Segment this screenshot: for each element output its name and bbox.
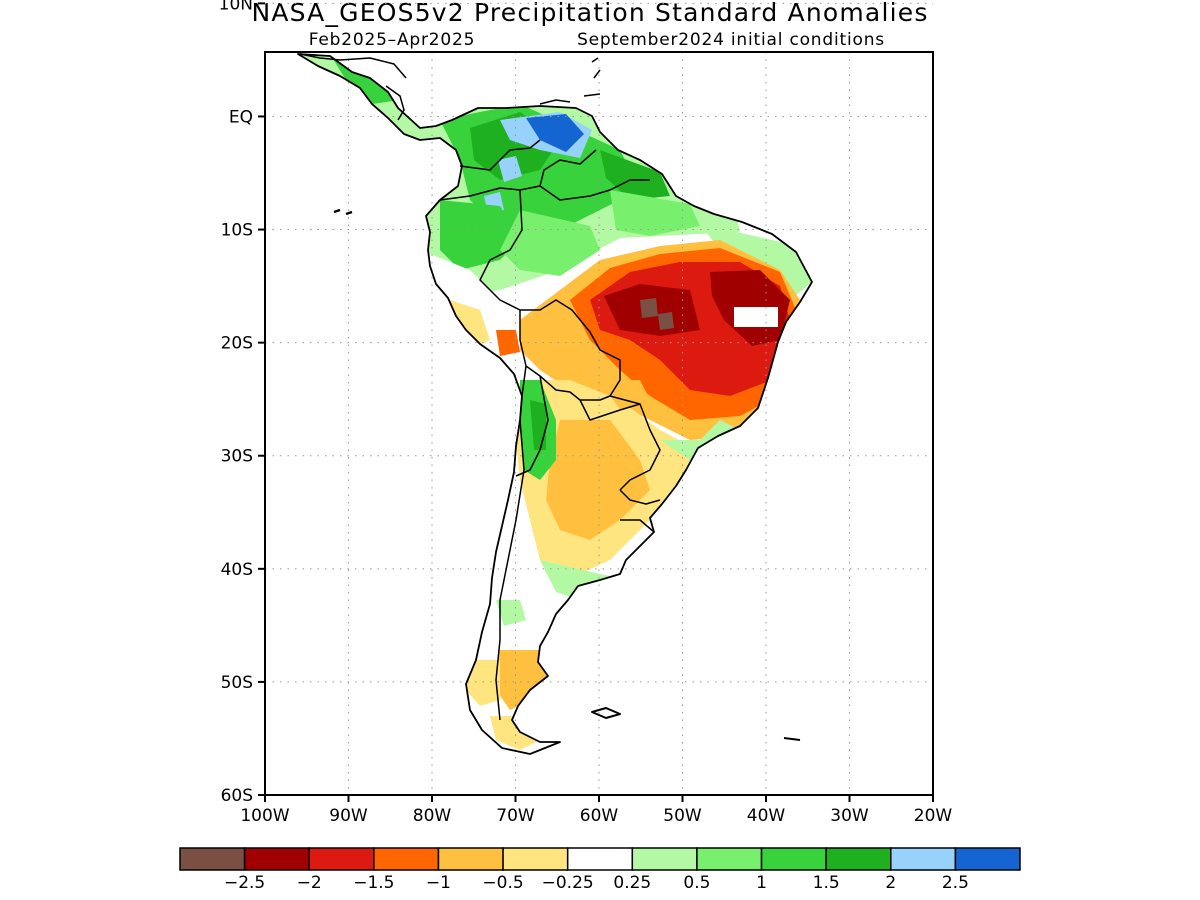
- colorbar-legend: −2.5 −2 −1.5 −1 −0.5 −0.25 0.25 0.5 1 1.5 2 2.5: [179, 847, 1021, 893]
- caribbean-islands: [539, 57, 601, 105]
- x-tick-label: 80W: [413, 806, 452, 826]
- initial-conditions: September2024 initial conditions: [577, 30, 885, 50]
- x-tick-label: 30W: [830, 806, 869, 826]
- anomaly-shading: [298, 54, 812, 750]
- central-america-outline: [299, 53, 407, 121]
- colorbar-swatch: [696, 847, 763, 871]
- country-borders: [439, 139, 661, 721]
- colorbar-label: −0.5: [482, 873, 523, 893]
- forecast-period: Feb2025–Apr2025: [309, 30, 476, 50]
- colorbar-label: 1: [756, 873, 767, 893]
- y-tick-label: 60S: [221, 786, 253, 806]
- south-america-coastline: [297, 53, 813, 755]
- colorbar-label: 0.25: [613, 873, 651, 893]
- y-tick-label: EQ: [229, 107, 253, 127]
- x-tick-label: 70W: [496, 806, 535, 826]
- y-tick-label: 30S: [221, 447, 253, 467]
- colorbar-swatch: [825, 847, 892, 871]
- y-tick-label: 40S: [221, 560, 253, 580]
- colorbar-swatch: [437, 847, 504, 871]
- colorbar-swatch: [954, 847, 1021, 871]
- south-georgia-island: [783, 737, 801, 741]
- colorbar-swatch: [179, 847, 246, 871]
- y-tick-label: 20S: [221, 334, 253, 354]
- colorbar-swatch: [243, 847, 310, 871]
- x-tick-label: 90W: [329, 806, 368, 826]
- colorbar-label: −0.25: [542, 873, 594, 893]
- colorbar-label: −1.5: [353, 873, 394, 893]
- falkland-islands: [591, 707, 621, 719]
- colorbar-label: 2.5: [942, 873, 969, 893]
- colorbar-swatch: [566, 847, 634, 871]
- y-axis: 10N EQ 10S 20S 30S 40S 50S 60S: [219, 0, 265, 806]
- y-tick-label: 10N: [219, 0, 253, 14]
- x-tick-label: 50W: [663, 806, 702, 826]
- y-tick-label: 10S: [221, 221, 253, 241]
- colorbar-label: 0.5: [683, 873, 710, 893]
- colorbar-swatch: [308, 847, 375, 871]
- x-axis: 100W 90W 80W 70W 60W 50W 40W 30W 20W: [240, 795, 952, 826]
- colorbar-label: 2: [885, 873, 896, 893]
- figure-title: NASA_GEOS5v2 Precipitation Standard Anom…: [251, 0, 928, 27]
- x-tick-label: 60W: [580, 806, 619, 826]
- colorbar-swatch: [760, 847, 827, 871]
- colorbar-label: −1: [426, 873, 451, 893]
- colorbar-swatch: [631, 847, 698, 871]
- x-tick-label: 40W: [747, 806, 786, 826]
- colorbar-swatch: [373, 847, 440, 871]
- x-tick-label: 100W: [240, 806, 289, 826]
- y-tick-label: 50S: [221, 673, 253, 693]
- x-tick-label: 20W: [914, 806, 953, 826]
- galapagos-islands: [333, 208, 353, 216]
- colorbar-swatch: [502, 847, 569, 871]
- colorbar-label: −2: [297, 873, 322, 893]
- colorbar-swatch: [890, 847, 957, 871]
- colorbar-label: −2.5: [224, 873, 265, 893]
- colorbar-label: 1.5: [813, 873, 840, 893]
- coastline-outlines: [297, 53, 813, 755]
